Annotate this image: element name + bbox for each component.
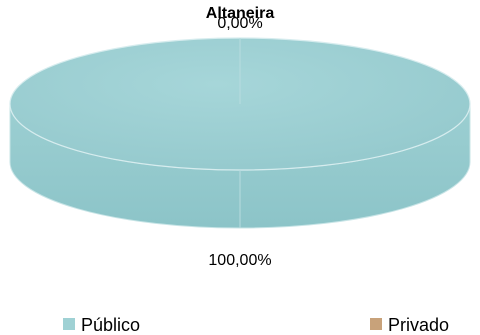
- data-label-privado: 0,00%: [217, 15, 262, 32]
- data-label-publico: 100,00%: [208, 252, 271, 269]
- legend-label-publico: Público: [81, 315, 140, 335]
- legend-swatch-publico: [63, 318, 75, 330]
- legend-label-privado: Privado: [388, 315, 449, 335]
- legend: Público Privado: [63, 315, 449, 335]
- legend-swatch-privado: [370, 318, 382, 330]
- chart-title: Altaneira: [206, 5, 275, 22]
